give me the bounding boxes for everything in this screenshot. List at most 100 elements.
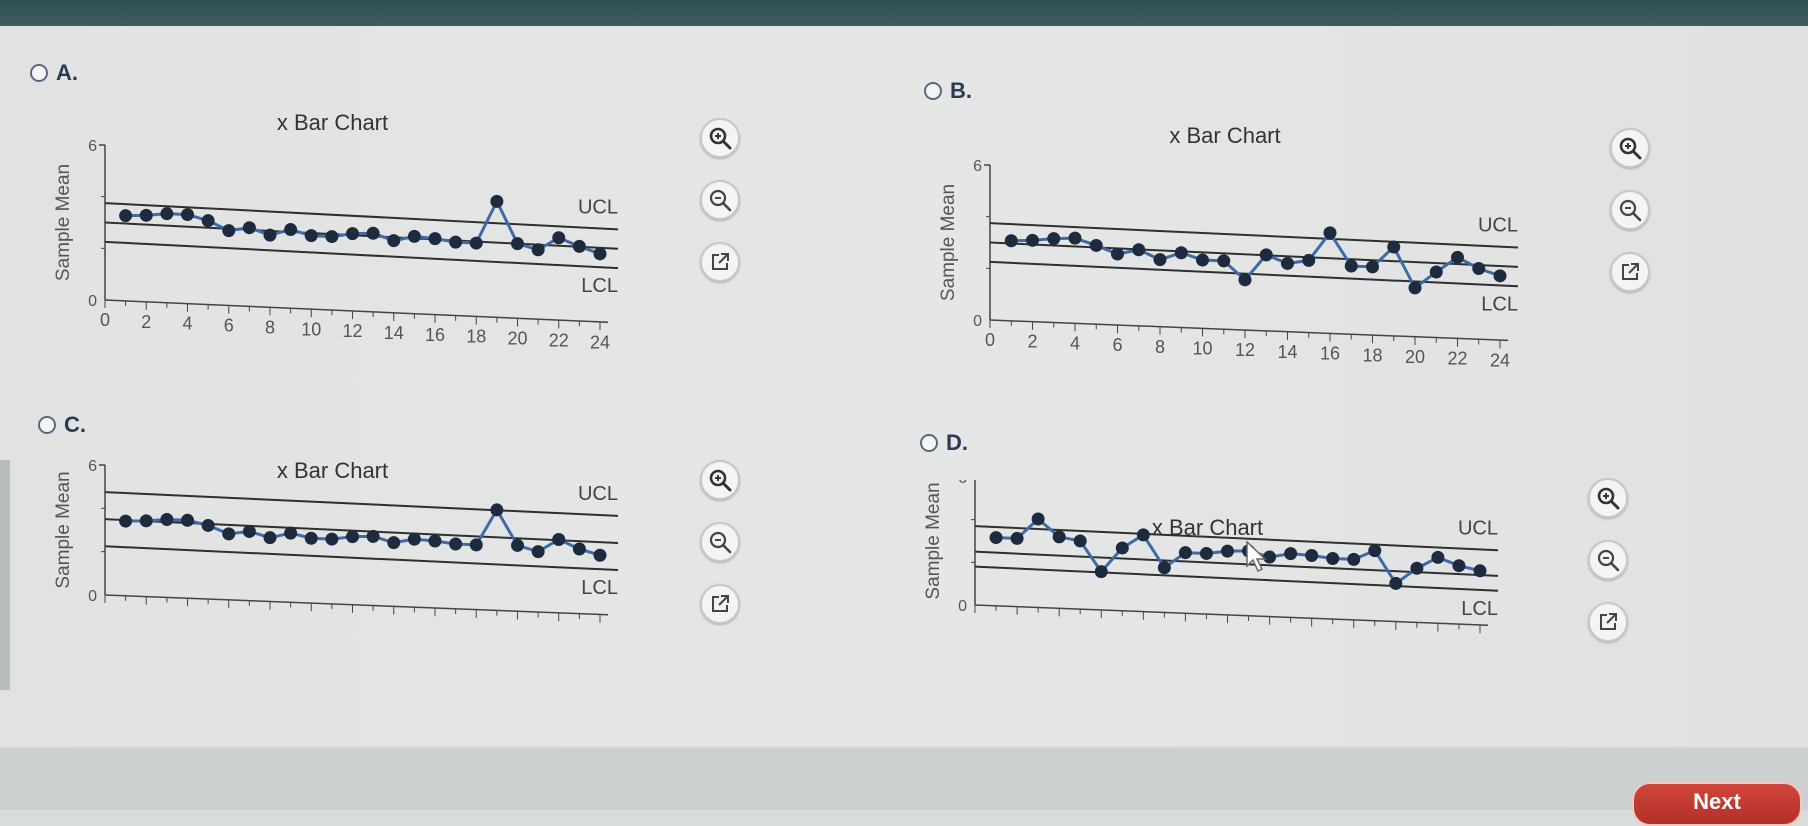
zoom-in-icon[interactable] bbox=[700, 118, 740, 158]
svg-text:0: 0 bbox=[958, 598, 967, 615]
data-point bbox=[1452, 559, 1466, 573]
data-point bbox=[387, 536, 401, 550]
zoom-out-icon[interactable] bbox=[700, 180, 740, 220]
svg-text:8: 8 bbox=[265, 317, 275, 337]
option-c[interactable]: C. bbox=[38, 412, 86, 438]
data-point bbox=[449, 235, 463, 249]
lcl-line bbox=[104, 545, 619, 572]
data-point bbox=[1259, 248, 1273, 262]
data-point bbox=[1389, 576, 1403, 590]
data-point bbox=[1281, 256, 1294, 270]
svg-text:16: 16 bbox=[425, 325, 445, 345]
data-point bbox=[1238, 273, 1252, 287]
data-point bbox=[304, 229, 318, 243]
option-d[interactable]: D. bbox=[920, 430, 968, 456]
svg-text:2: 2 bbox=[141, 312, 151, 332]
svg-text:16: 16 bbox=[1320, 344, 1340, 364]
svg-text:10: 10 bbox=[301, 319, 321, 339]
data-point bbox=[1493, 269, 1507, 283]
ucl-label: UCL bbox=[1458, 517, 1498, 539]
svg-text:6: 6 bbox=[88, 460, 97, 475]
svg-text:24: 24 bbox=[1490, 350, 1510, 370]
data-point bbox=[160, 207, 174, 221]
data-point bbox=[1368, 544, 1382, 558]
radio-b[interactable] bbox=[924, 82, 942, 100]
data-point bbox=[1344, 259, 1358, 273]
zoom-out-icon[interactable] bbox=[700, 522, 740, 562]
data-point bbox=[531, 243, 545, 257]
data-point bbox=[1347, 552, 1361, 566]
popout-icon[interactable] bbox=[700, 242, 740, 282]
svg-text:10: 10 bbox=[1192, 339, 1212, 359]
svg-text:22: 22 bbox=[549, 330, 569, 350]
popout-icon[interactable] bbox=[1588, 602, 1628, 642]
data-point bbox=[1431, 550, 1445, 564]
radio-d[interactable] bbox=[920, 434, 938, 452]
svg-text:6: 6 bbox=[973, 158, 982, 175]
data-point bbox=[428, 534, 442, 548]
radio-c[interactable] bbox=[38, 416, 56, 434]
data-point bbox=[284, 526, 298, 540]
zoom-out-icon[interactable] bbox=[1610, 190, 1650, 230]
option-a[interactable]: A. bbox=[30, 60, 78, 86]
data-point bbox=[1217, 254, 1231, 268]
lcl-label: LCL bbox=[581, 275, 618, 297]
data-point bbox=[1031, 512, 1045, 526]
ucl-line bbox=[974, 525, 1499, 552]
data-point bbox=[1196, 253, 1209, 267]
top-bar bbox=[0, 0, 1808, 26]
data-point bbox=[139, 208, 153, 222]
chart-a-tools bbox=[700, 118, 740, 282]
option-d-label: D. bbox=[946, 430, 968, 455]
zoom-out-icon[interactable] bbox=[1588, 540, 1628, 580]
question-panel bbox=[0, 26, 1808, 746]
svg-text:12: 12 bbox=[1235, 340, 1255, 360]
data-point bbox=[1178, 546, 1192, 560]
chart-b-tools bbox=[1610, 128, 1650, 292]
data-point bbox=[1111, 247, 1124, 261]
data-point bbox=[242, 221, 256, 235]
data-point bbox=[160, 512, 174, 526]
data-point bbox=[531, 545, 545, 559]
data-point bbox=[511, 538, 524, 552]
data-point bbox=[428, 232, 442, 246]
data-point bbox=[242, 524, 256, 538]
data-point bbox=[1429, 265, 1443, 279]
svg-text:14: 14 bbox=[384, 323, 404, 343]
data-point bbox=[1284, 547, 1298, 561]
data-point bbox=[263, 228, 277, 242]
radio-a[interactable] bbox=[30, 64, 48, 82]
zoom-in-icon[interactable] bbox=[1610, 128, 1650, 168]
lcl-line bbox=[104, 240, 619, 270]
svg-text:0: 0 bbox=[88, 588, 97, 605]
zoom-in-icon[interactable] bbox=[700, 460, 740, 500]
svg-text:20: 20 bbox=[507, 329, 527, 349]
data-point bbox=[1094, 565, 1108, 579]
data-point bbox=[1408, 281, 1422, 295]
svg-text:6: 6 bbox=[88, 138, 97, 155]
chart-title: x Bar Chart bbox=[1169, 125, 1280, 148]
left-edge bbox=[0, 460, 10, 690]
data-point bbox=[511, 237, 524, 251]
svg-text:18: 18 bbox=[1362, 345, 1382, 365]
data-point bbox=[593, 548, 607, 562]
zoom-in-icon[interactable] bbox=[1588, 478, 1628, 518]
y-axis-label: Sample Mean bbox=[925, 482, 944, 599]
option-b[interactable]: B. bbox=[924, 78, 972, 104]
data-point bbox=[366, 529, 380, 543]
svg-text:14: 14 bbox=[1277, 342, 1297, 362]
data-point bbox=[1157, 561, 1171, 575]
data-point bbox=[1472, 262, 1486, 276]
data-point bbox=[469, 538, 483, 552]
popout-icon[interactable] bbox=[1610, 252, 1650, 292]
popout-icon[interactable] bbox=[700, 584, 740, 624]
data-point bbox=[222, 527, 236, 541]
option-a-label: A. bbox=[56, 60, 78, 85]
data-point bbox=[552, 532, 566, 546]
svg-text:20: 20 bbox=[1405, 347, 1425, 367]
data-point bbox=[1004, 234, 1018, 248]
next-button[interactable]: Next bbox=[1632, 782, 1802, 826]
